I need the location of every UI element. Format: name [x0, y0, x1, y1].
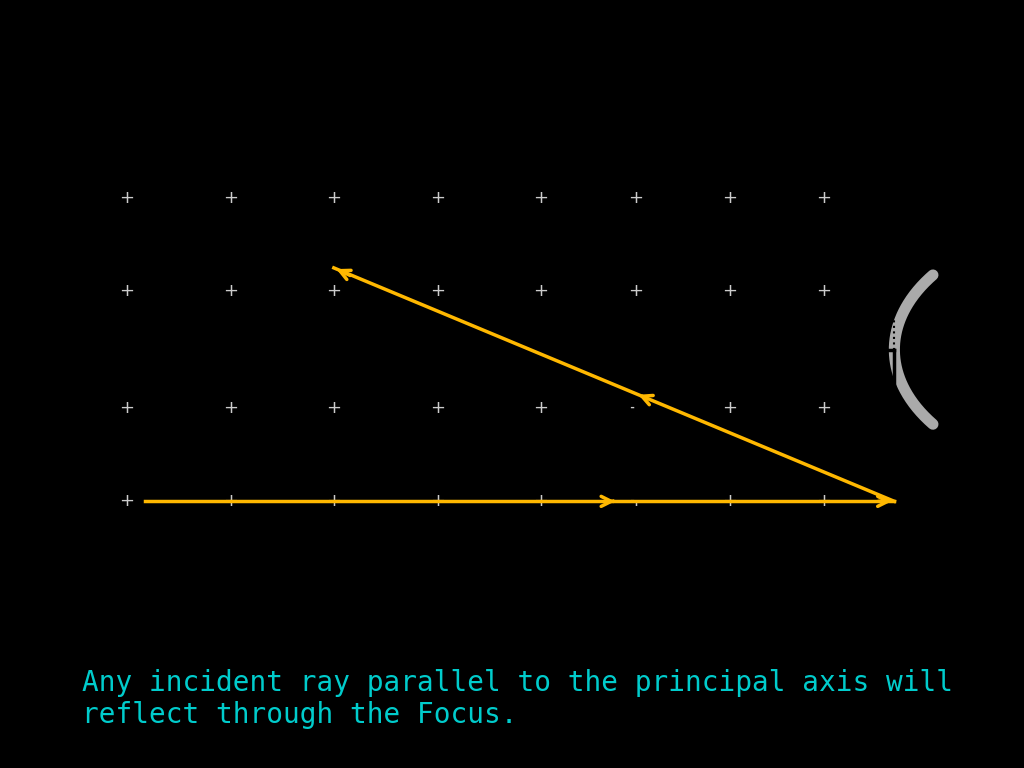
Text: +: + — [430, 399, 445, 417]
Text: +: + — [628, 492, 643, 511]
Text: +: + — [534, 399, 549, 417]
Text: +: + — [327, 492, 341, 511]
Text: +: + — [816, 492, 831, 511]
Text: +: + — [722, 189, 737, 207]
Text: +: + — [816, 282, 831, 300]
Text: +: + — [628, 399, 643, 417]
Text: +: + — [327, 189, 341, 207]
Text: +: + — [430, 282, 445, 300]
Text: +: + — [816, 189, 831, 207]
Text: +: + — [119, 282, 134, 300]
Text: +: + — [119, 492, 134, 511]
Text: +: + — [222, 492, 238, 511]
Text: C: C — [374, 390, 398, 423]
Text: +: + — [222, 189, 238, 207]
Text: +: + — [222, 399, 238, 417]
Text: +: + — [628, 189, 643, 207]
Text: +: + — [534, 492, 549, 511]
Text: +: + — [628, 282, 643, 300]
Text: +: + — [722, 399, 737, 417]
Text: V: V — [918, 336, 948, 375]
Text: +: + — [816, 399, 831, 417]
Text: +: + — [327, 399, 341, 417]
Text: +: + — [722, 492, 737, 511]
Text: Any incident ray parallel to the principal axis will
reflect through the Focus.: Any incident ray parallel to the princip… — [82, 669, 953, 729]
Text: F: F — [638, 390, 660, 423]
Text: +: + — [534, 189, 549, 207]
Text: +: + — [119, 189, 134, 207]
Text: +: + — [327, 282, 341, 300]
Text: +: + — [430, 189, 445, 207]
Text: +: + — [722, 282, 737, 300]
Text: +: + — [430, 492, 445, 511]
Text: +: + — [534, 282, 549, 300]
Text: +: + — [119, 399, 134, 417]
Text: +: + — [222, 282, 238, 300]
